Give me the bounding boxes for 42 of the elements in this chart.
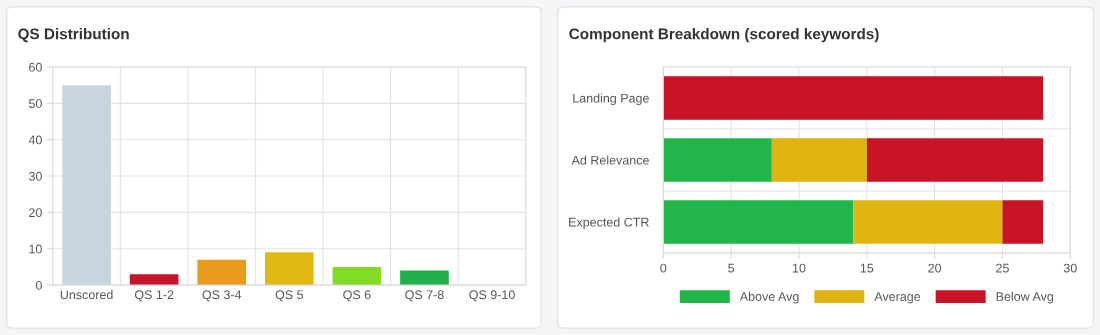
x-tick-label: 25: [996, 263, 1009, 273]
x-tick-label: 15: [860, 263, 874, 273]
x-tick-label: 5: [728, 263, 735, 273]
legend-label: Above Avg: [739, 291, 799, 304]
bar: [400, 270, 449, 286]
y-tick-label: 20: [29, 208, 42, 218]
legend-label: Below Avg: [996, 291, 1054, 304]
y-tick-label: 60: [29, 62, 42, 72]
bar: [332, 266, 382, 286]
bar: [853, 200, 1003, 244]
bar: [129, 274, 179, 286]
bar: [771, 138, 867, 182]
x-tick-label: QS 5: [275, 290, 304, 302]
x-tick-label: QS 9-10: [469, 290, 515, 302]
x-tick-label: 10: [792, 263, 806, 273]
x-tick-label: QS 1-2: [134, 290, 174, 302]
y-tick-label: Ad Relevance: [571, 155, 649, 165]
bar: [62, 85, 111, 286]
bar: [663, 76, 1044, 120]
bar: [197, 259, 247, 286]
y-tick-label: 10: [29, 244, 42, 254]
bar: [866, 138, 1044, 182]
chart-title: Component Breakdown (scored keywords): [569, 28, 879, 43]
bar: [663, 200, 854, 244]
bar: [663, 138, 772, 182]
bar: [1002, 200, 1044, 244]
y-tick-label: 0: [35, 280, 42, 290]
x-tick-label: QS 6: [343, 290, 371, 302]
y-tick-label: 50: [28, 99, 42, 108]
chart-title: QS Distribution: [18, 28, 129, 43]
x-tick-label: Unscored: [60, 289, 113, 300]
bar: [264, 252, 314, 286]
x-tick-label: 0: [660, 263, 667, 273]
x-tick-label: QS 7-8: [405, 290, 444, 302]
y-tick-label: Landing Page: [573, 93, 649, 106]
x-tick-label: QS 3-4: [202, 290, 242, 302]
x-tick-label: 30: [1063, 263, 1077, 273]
y-tick-label: Expected CTR: [569, 217, 649, 230]
x-tick-label: 20: [928, 263, 942, 273]
legend-label: Average: [874, 292, 921, 304]
y-tick-label: 40: [28, 135, 42, 145]
y-tick-label: 30: [28, 171, 42, 181]
